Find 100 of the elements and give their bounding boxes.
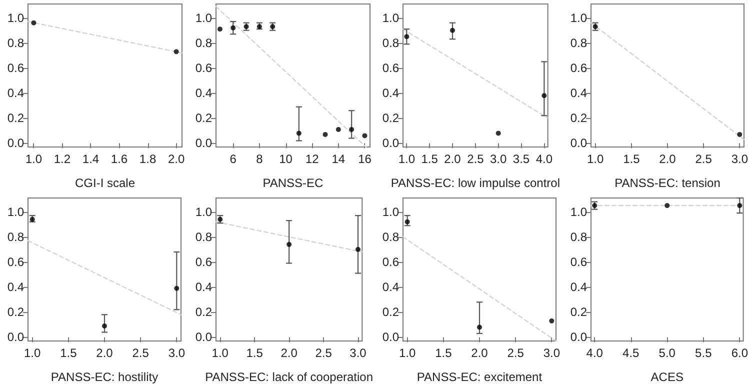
x-tick-label: 1.0 bbox=[24, 346, 41, 360]
x-tick-label: 3.0 bbox=[730, 152, 748, 166]
y-tick-label: 0.4 bbox=[194, 86, 212, 100]
y-tick-label: 0.2 bbox=[570, 305, 587, 320]
y-tick-label: 0.6 bbox=[382, 254, 400, 269]
x-tick-label: 4.0 bbox=[586, 346, 603, 360]
x-tick-label: 3.0 bbox=[349, 346, 366, 360]
point bbox=[450, 28, 455, 33]
y-tick-label: 0.2 bbox=[7, 305, 24, 320]
x-tick-label: 2.0 bbox=[471, 346, 488, 360]
x-tick-label: 3.0 bbox=[168, 346, 186, 360]
y-tick-label: 0.0 bbox=[7, 330, 24, 344]
y-tick-label: 0.8 bbox=[7, 36, 24, 50]
point bbox=[542, 93, 547, 98]
point bbox=[355, 246, 360, 252]
y-tick-label: 1.0 bbox=[7, 10, 24, 25]
y-tick-label: 0.8 bbox=[194, 230, 212, 244]
x-tick-label: 2.5 bbox=[132, 346, 150, 360]
x-tick-label: 5.0 bbox=[658, 346, 676, 360]
x-tick-label: 1.4 bbox=[82, 152, 100, 166]
x-axis-title: PANSS-EC: excitement bbox=[416, 370, 543, 384]
x-tick-label: 1.0 bbox=[398, 152, 416, 166]
x-tick-label: 8 bbox=[256, 152, 263, 166]
x-tick-label: 10 bbox=[278, 152, 292, 166]
point bbox=[477, 324, 482, 330]
point bbox=[230, 25, 236, 30]
y-tick-label: 0.8 bbox=[382, 230, 400, 244]
x-axis-title: PANSS-EC: lack of cooperation bbox=[204, 370, 373, 384]
point bbox=[102, 323, 107, 328]
y-tick-label: 0.0 bbox=[382, 136, 400, 150]
point bbox=[296, 130, 301, 136]
x-tick-label: 1.5 bbox=[246, 346, 263, 360]
y-tick-label: 0.6 bbox=[570, 254, 587, 269]
y-tick-label: 0.2 bbox=[194, 305, 212, 320]
y-tick-label: 0.8 bbox=[194, 36, 212, 50]
y-tick-label: 0.8 bbox=[7, 230, 24, 244]
point bbox=[362, 133, 367, 138]
x-tick-label: 4.5 bbox=[622, 346, 640, 360]
x-tick-label: 3.5 bbox=[512, 152, 530, 166]
y-tick-label: 0.8 bbox=[570, 36, 587, 50]
x-axis-title: PANSS-EC bbox=[262, 176, 324, 190]
y-tick-label: 0.2 bbox=[382, 111, 400, 126]
x-tick-label: 1.5 bbox=[60, 346, 78, 360]
y-tick-label: 0.6 bbox=[194, 60, 212, 75]
y-tick-label: 0.2 bbox=[194, 111, 212, 126]
x-tick-label: 16 bbox=[358, 152, 372, 166]
y-tick-label: 0.2 bbox=[382, 305, 400, 320]
x-tick-label: 1.5 bbox=[421, 152, 438, 166]
x-tick-label: 14 bbox=[331, 152, 345, 166]
x-tick-label: 1.5 bbox=[622, 152, 640, 166]
y-tick-label: 1.0 bbox=[570, 204, 587, 219]
x-tick-label: 1.8 bbox=[139, 152, 156, 166]
point bbox=[335, 126, 340, 132]
y-tick-label: 0.8 bbox=[382, 36, 400, 50]
x-tick-label: 5.5 bbox=[694, 346, 712, 360]
y-tick-label: 0.6 bbox=[194, 254, 212, 269]
y-tick-label: 0.4 bbox=[570, 280, 587, 294]
y-tick-label: 0.4 bbox=[194, 280, 212, 294]
x-tick-label: 1.6 bbox=[110, 152, 128, 166]
y-tick-label: 0.4 bbox=[7, 280, 24, 294]
y-tick-label: 0.2 bbox=[570, 111, 587, 126]
point bbox=[174, 286, 180, 291]
x-tick-label: 1.5 bbox=[435, 346, 452, 360]
x-tick-label: 3.0 bbox=[490, 152, 507, 166]
point bbox=[404, 219, 410, 224]
y-tick-label: 0.6 bbox=[570, 60, 587, 75]
x-axis-title: ACES bbox=[650, 370, 683, 384]
x-tick-label: 12 bbox=[304, 152, 319, 166]
y-tick-label: 0.4 bbox=[7, 86, 24, 100]
x-tick-label: 1.2 bbox=[54, 152, 71, 166]
x-tick-label: 2.5 bbox=[694, 152, 712, 166]
x-axis-title: PANSS-EC: low impulse control bbox=[390, 176, 560, 190]
y-tick-label: 0.6 bbox=[7, 60, 24, 75]
point bbox=[496, 130, 501, 136]
point bbox=[549, 318, 554, 324]
x-tick-label: 2.0 bbox=[280, 346, 298, 360]
x-tick-label: 2.5 bbox=[507, 346, 524, 360]
point bbox=[286, 242, 292, 247]
x-tick-label: 2.5 bbox=[314, 346, 332, 360]
y-tick-label: 0.0 bbox=[570, 330, 587, 344]
y-tick-label: 0.4 bbox=[570, 86, 587, 100]
x-tick-label: 2.0 bbox=[444, 152, 462, 166]
x-tick-label: 1.0 bbox=[211, 346, 228, 360]
y-tick-label: 1.0 bbox=[382, 10, 400, 25]
y-tick-label: 0.6 bbox=[382, 60, 400, 75]
x-tick-label: 2.0 bbox=[96, 346, 114, 360]
x-axis-title: PANSS-EC: tension bbox=[614, 176, 720, 190]
x-tick-label: 3.0 bbox=[543, 346, 560, 360]
y-tick-label: 0.8 bbox=[570, 230, 587, 244]
y-tick-label: 0.0 bbox=[194, 330, 212, 344]
x-tick-label: 4.0 bbox=[536, 152, 553, 166]
y-tick-label: 0.4 bbox=[382, 86, 400, 100]
y-tick-label: 0.4 bbox=[382, 280, 400, 294]
y-tick-label: 1.0 bbox=[194, 10, 212, 25]
x-tick-label: 1.0 bbox=[25, 152, 42, 166]
y-tick-label: 0.0 bbox=[7, 136, 24, 150]
point bbox=[404, 34, 410, 40]
x-tick-label: 2.0 bbox=[168, 152, 185, 166]
point bbox=[216, 26, 222, 32]
point bbox=[322, 132, 328, 137]
